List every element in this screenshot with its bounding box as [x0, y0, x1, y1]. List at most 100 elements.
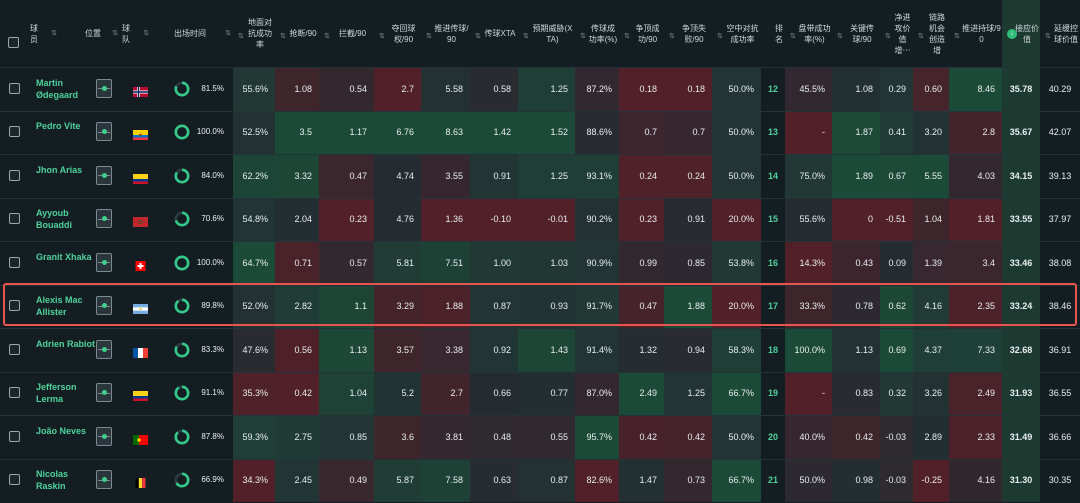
player-name-link[interactable]: Alexis Mac Allister [36, 295, 83, 318]
player-name-link[interactable]: Nicolas Raskin [36, 469, 69, 492]
table-row[interactable]: Pedro Vite 100.0% 52.5% 3.5 1.17 6.76 8.63 1.42… [0, 110, 1080, 154]
column-header-chain_chance[interactable]: 链路机会创造增 ⇅ [913, 0, 949, 67]
table-row[interactable]: Nicolas Raskin 66.9% 34.3% 2.45 0.49 5.87 7.58… [0, 458, 1080, 502]
france-flag [133, 345, 148, 358]
sort-icon[interactable]: ⇅ [717, 33, 723, 40]
stat-cell-aerial_duel: 66.7% [712, 458, 761, 502]
column-header-ground_duel[interactable]: 地面对抗成功率 ⇅ [233, 0, 275, 67]
stat-cell-pass_xta: 0.48 [470, 415, 518, 459]
column-header-recoveries[interactable]: 夺回球权/90 ⇅ [374, 0, 421, 67]
player-name-link[interactable]: Ayyoub Bouaddi [36, 208, 72, 231]
sort-icon[interactable]: ⇅ [837, 33, 843, 40]
sort-icon[interactable]: ⇅ [624, 33, 630, 40]
table-row[interactable]: Martin Ødegaard 81.5% 55.6% 1.08 0.54 2.7 5.58… [0, 67, 1080, 111]
row-checkbox-icon[interactable] [9, 126, 20, 138]
table-row[interactable]: Adrien Rabiot 83.3% 47.6% 0.56 1.13 3.57 3.38 0… [0, 328, 1080, 372]
column-header-prog_carry[interactable]: 推进持球/90 ⇅ [949, 0, 1002, 67]
table-row[interactable]: Jefferson Lerma 91.1% 35.3% 0.42 1.04 5.2 2.7 0… [0, 371, 1080, 415]
column-header-pass_success[interactable]: 传球成功率(%) ⇅ [575, 0, 619, 67]
sort-icon[interactable]: ⇅ [280, 33, 286, 40]
row-checkbox-icon[interactable] [9, 213, 20, 225]
stat-cell-value: 31.49 [1002, 415, 1040, 459]
column-header-pass_xta[interactable]: 传球XTA ⇅ [470, 0, 518, 67]
stat-cell-prog_passes: 8.63 [421, 110, 470, 154]
sort-icon[interactable]: ⇅ [112, 30, 118, 37]
column-header-net_attack[interactable]: 净进攻价值增⋯ ⇅ [880, 0, 913, 67]
select-all-checkbox-icon[interactable] [8, 37, 19, 48]
row-checkbox-icon[interactable] [9, 474, 20, 486]
stat-cell-recoveries: 3.29 [374, 284, 421, 328]
player-name-link[interactable]: Jhon Arias [36, 164, 83, 175]
column-header-interceptions[interactable]: 拦截/90 ⇅ [319, 0, 374, 67]
stat-cell-prog_passes: 1.36 [421, 197, 470, 241]
column-header-value[interactable]: 接应价值 ↓ [1002, 0, 1040, 67]
stat-cell-expected_threat: -0.01 [518, 197, 575, 241]
stat-cell-tackles: 0.56 [275, 328, 319, 372]
player-name-link[interactable]: Martin Ødegaard [36, 77, 79, 100]
sort-icon[interactable]: ⇅ [580, 33, 586, 40]
row-checkbox-icon[interactable] [9, 300, 20, 312]
player-name-link[interactable]: Pedro Vite [36, 121, 81, 132]
row-checkbox-icon[interactable] [9, 169, 20, 181]
sort-icon[interactable]: ⇅ [143, 30, 149, 37]
column-header-prog_passes[interactable]: 推进传球/90 ⇅ [421, 0, 470, 67]
column-header-label: 争顶成功/90 [635, 23, 660, 44]
stat-cell-tackles: 0.71 [275, 241, 319, 285]
minutes-ring-icon [174, 298, 190, 314]
sort-icon[interactable]: ⇅ [885, 33, 891, 40]
column-header-team[interactable]: 球队 ⇅ [120, 0, 150, 67]
row-checkbox-icon[interactable] [9, 343, 20, 355]
column-header-player[interactable]: 球员 ⇅ [28, 0, 58, 67]
sort-icon[interactable]: ⇅ [918, 33, 924, 40]
stat-cell-prog_passes: 7.51 [421, 241, 470, 285]
position-pitch-icon [96, 383, 112, 403]
sort-icon[interactable]: ⇅ [379, 33, 385, 40]
stat-cell-dribble_success: 14.3% [785, 241, 832, 285]
column-header-header_success[interactable]: 争顶成功/90 ⇅ [619, 0, 664, 67]
column-header-header_lost[interactable]: 争顶失败/90 ⇅ [664, 0, 712, 67]
player-name-link[interactable]: Adrien Rabiot [36, 338, 96, 349]
sort-icon[interactable]: ⇅ [475, 33, 481, 40]
sort-icon[interactable]: ⇅ [1045, 33, 1051, 40]
stat-cell-chain_chance: 5.55 [913, 154, 949, 198]
player-name-link[interactable]: João Neves [36, 425, 87, 436]
sort-icon[interactable]: ⇅ [238, 33, 244, 40]
stat-cell-tackles: 3.5 [275, 110, 319, 154]
sort-icon[interactable]: ⇅ [523, 33, 529, 40]
column-header-delay[interactable]: 延缓控球价值 ⇅ [1040, 0, 1080, 67]
column-header-key_passes[interactable]: 关键传球/90 ⇅ [832, 0, 880, 67]
column-header-position[interactable]: 位置 ⇅ [85, 0, 119, 67]
column-header-label: 抢断/90 [289, 29, 317, 38]
table-row[interactable]: Granit Xhaka 100.0% 64.7% 0.71 0.57 5.81 7.51 1… [0, 241, 1080, 285]
column-header-expected_threat[interactable]: 预期威胁(XTA) ⇅ [518, 0, 575, 67]
minutes-percent: 81.5% [201, 83, 224, 93]
column-header-minutes[interactable]: 出场时间 ⇅ [166, 0, 232, 67]
sort-icon[interactable]: ⇅ [790, 33, 796, 40]
table-row[interactable]: João Neves 87.8% 59.3% 2.75 0.85 3.6 3.81 0.48 0… [0, 415, 1080, 459]
table-row[interactable]: Jhon Arias 84.0% 62.2% 3.32 0.47 4.74 3.55 0.91… [0, 154, 1080, 198]
column-header-tackles[interactable]: 抢断/90 ⇅ [275, 0, 319, 67]
minutes-ring-icon [174, 472, 190, 488]
sort-icon[interactable]: ⇅ [954, 33, 960, 40]
table-row[interactable]: Alexis Mac Allister 89.8% 52.0% 2.82 1.1 3.29… [0, 284, 1080, 328]
sort-icon[interactable]: ⇅ [426, 33, 432, 40]
stat-cell-header_lost: 0.7 [664, 110, 712, 154]
row-checkbox-icon[interactable] [9, 82, 20, 94]
stat-cell-prog_carry: 1.81 [949, 197, 1002, 241]
player-name-link[interactable]: Granit Xhaka [36, 251, 92, 262]
sort-icon[interactable]: ⇅ [225, 30, 231, 37]
sort-desc-icon[interactable]: ↓ [1007, 28, 1017, 39]
row-checkbox-icon[interactable] [9, 256, 20, 268]
row-checkbox-icon[interactable] [9, 430, 20, 442]
table-row[interactable]: Ayyoub Bouaddi 70.6% 54.8% 2.04 0.23 4.76 1.36… [0, 197, 1080, 241]
column-header-dribble_success[interactable]: 盘带成功率(%) ⇅ [785, 0, 832, 67]
stat-cell-chain_chance: 2.89 [913, 415, 949, 459]
row-checkbox-icon[interactable] [9, 387, 20, 399]
sort-icon[interactable]: ⇅ [669, 33, 675, 40]
column-header-aerial_duel[interactable]: 空中对抗成功率 ⇅ [712, 0, 761, 67]
sort-icon[interactable]: ⇅ [324, 33, 330, 40]
sort-icon[interactable]: ⇅ [51, 30, 57, 37]
column-header-rank[interactable]: 排名 [761, 0, 785, 67]
player-name-link[interactable]: Jefferson Lerma [36, 382, 77, 405]
stat-cell-ground_duel: 64.7% [233, 241, 275, 285]
